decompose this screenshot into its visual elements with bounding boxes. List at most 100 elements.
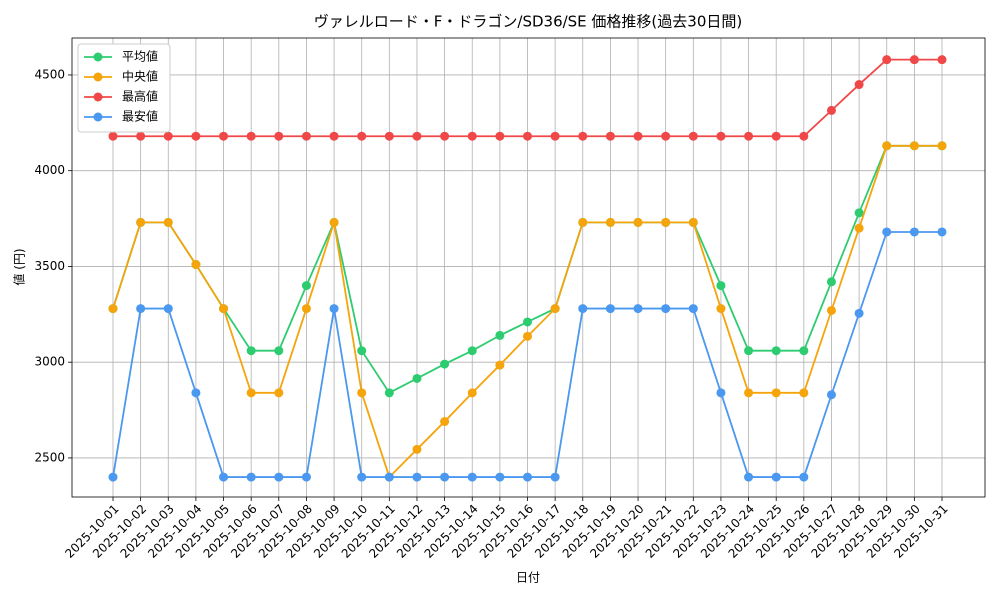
data-point	[688, 131, 698, 141]
data-point	[744, 131, 754, 141]
data-point	[329, 217, 339, 227]
data-point	[550, 131, 560, 141]
data-point	[744, 388, 754, 398]
data-point	[246, 388, 256, 398]
data-point	[440, 359, 450, 369]
y-tick-label: 2500	[34, 450, 65, 464]
data-point	[633, 217, 643, 227]
data-point	[771, 472, 781, 482]
data-point	[826, 277, 836, 287]
data-point	[716, 281, 726, 291]
data-point	[909, 141, 919, 151]
data-point	[771, 388, 781, 398]
legend-marker	[93, 112, 103, 122]
data-point	[440, 417, 450, 427]
data-point	[937, 55, 947, 65]
data-point	[357, 131, 367, 141]
data-point	[909, 55, 919, 65]
data-point	[301, 281, 311, 291]
y-axis-label: 値 (円)	[12, 248, 27, 285]
data-point	[523, 331, 532, 341]
data-point	[384, 131, 394, 141]
legend-box	[77, 43, 171, 133]
y-tick-label: 4500	[34, 67, 65, 81]
data-point	[771, 131, 781, 141]
data-point	[661, 217, 671, 227]
data-point	[136, 304, 146, 314]
data-point	[826, 105, 836, 115]
data-point	[523, 472, 532, 482]
data-point	[854, 308, 864, 318]
data-point	[191, 388, 201, 398]
data-point	[744, 346, 754, 356]
data-point	[688, 217, 698, 227]
data-point	[357, 346, 367, 356]
data-point	[661, 304, 671, 314]
data-point	[799, 131, 809, 141]
data-point	[882, 141, 892, 151]
data-point	[882, 55, 892, 65]
data-point	[937, 227, 947, 237]
data-point	[550, 304, 560, 314]
data-point	[578, 131, 588, 141]
data-point	[716, 388, 726, 398]
data-point	[219, 131, 229, 141]
data-point	[274, 131, 284, 141]
data-point	[163, 304, 173, 314]
data-point	[412, 472, 422, 482]
data-point	[163, 131, 173, 141]
data-point	[246, 346, 256, 356]
data-point	[578, 304, 588, 314]
data-point	[329, 131, 339, 141]
data-point	[633, 131, 643, 141]
data-point	[826, 305, 836, 315]
data-point	[495, 131, 505, 141]
data-point	[826, 390, 836, 400]
data-point	[163, 217, 173, 227]
data-point	[136, 131, 146, 141]
data-point	[550, 472, 560, 482]
data-point	[688, 304, 698, 314]
data-point	[716, 304, 726, 314]
data-point	[633, 304, 643, 314]
data-point	[357, 472, 367, 482]
plot-frame	[71, 37, 986, 498]
data-point	[523, 317, 532, 327]
data-point	[771, 346, 781, 356]
legend-label: 最安値	[122, 109, 158, 124]
data-point	[661, 131, 671, 141]
data-point	[854, 208, 864, 218]
data-point	[716, 131, 726, 141]
data-point	[108, 472, 118, 482]
legend-label: 中央値	[122, 69, 158, 84]
data-point	[384, 472, 394, 482]
x-axis-label: 日付	[516, 571, 540, 585]
data-point	[495, 360, 505, 370]
data-point	[467, 131, 477, 141]
y-tick-label: 3500	[34, 259, 65, 273]
legend-marker	[93, 92, 103, 102]
data-point	[136, 217, 146, 227]
legend-label: 平均値	[122, 49, 158, 64]
data-point	[191, 131, 201, 141]
data-point	[246, 472, 256, 482]
data-point	[274, 472, 284, 482]
data-point	[329, 304, 339, 314]
legend-label: 最高値	[122, 89, 158, 104]
data-point	[854, 80, 864, 90]
data-point	[384, 388, 394, 398]
data-point	[219, 472, 229, 482]
data-point	[357, 388, 367, 398]
data-point	[246, 131, 256, 141]
legend-marker	[93, 72, 103, 82]
data-point	[301, 304, 311, 314]
data-point	[523, 131, 532, 141]
data-point	[578, 217, 588, 227]
data-point	[854, 223, 864, 233]
y-tick-label: 4000	[34, 163, 65, 177]
data-point	[882, 227, 892, 237]
data-point	[605, 217, 615, 227]
data-point	[799, 346, 809, 356]
data-point	[440, 472, 450, 482]
